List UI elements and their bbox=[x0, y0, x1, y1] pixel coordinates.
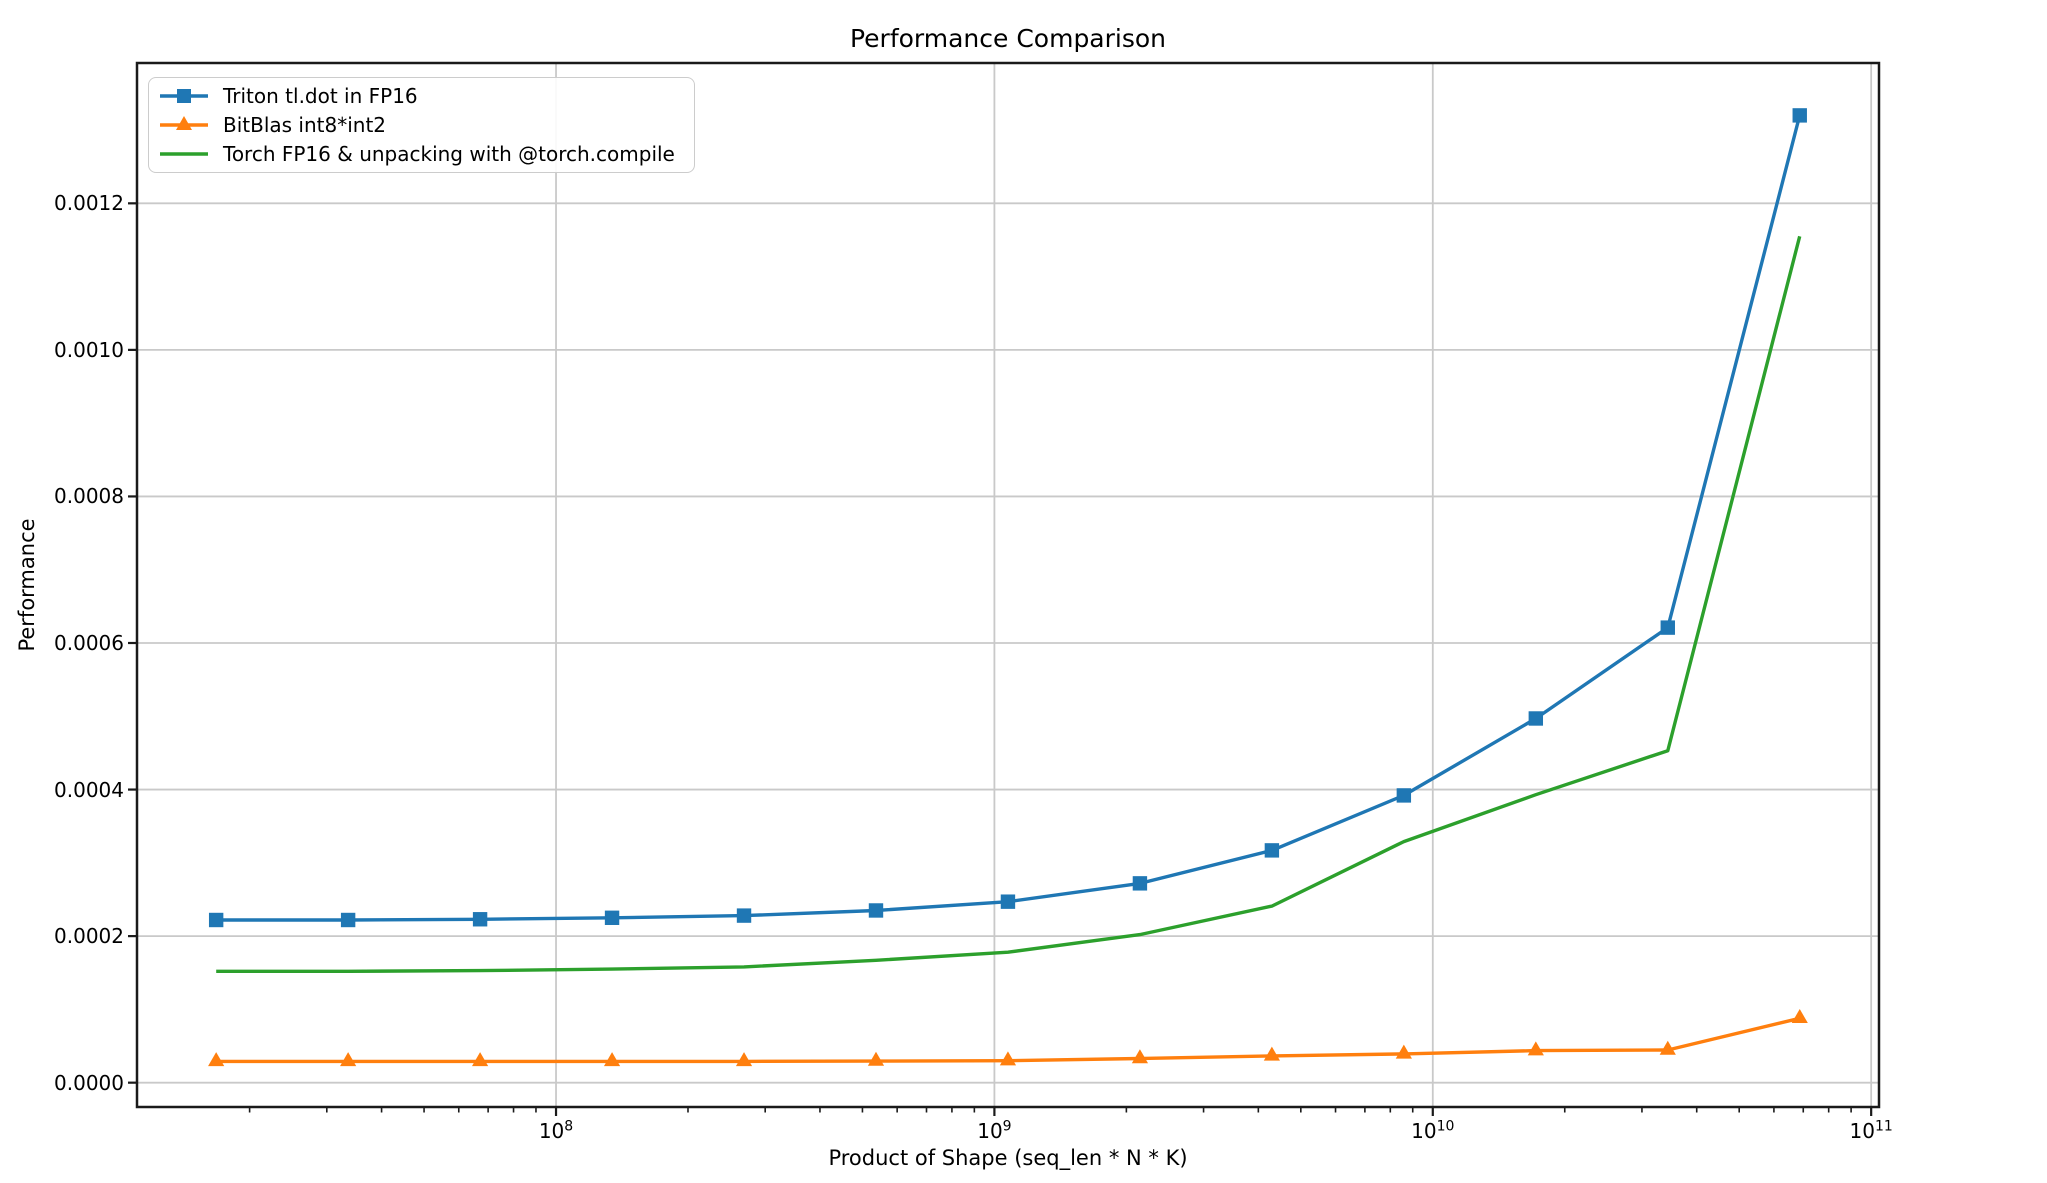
data-point-marker bbox=[604, 910, 620, 925]
x-tick-label: 109 bbox=[977, 1118, 1012, 1143]
data-point-marker bbox=[603, 1052, 621, 1067]
x-tick-label: 1010 bbox=[1411, 1118, 1455, 1143]
data-point-marker bbox=[1132, 876, 1148, 891]
y-tick-label: 0.0008 bbox=[54, 484, 124, 509]
y-tick-label: 0.0002 bbox=[54, 924, 124, 949]
series-line bbox=[216, 114, 1802, 922]
legend-label: Torch FP16 & unpacking with @torch.compi… bbox=[223, 142, 675, 167]
legend-item: Triton tl.dot in FP16 bbox=[159, 81, 684, 110]
y-tick-label: 0.0010 bbox=[54, 337, 124, 362]
legend-sample-line bbox=[160, 115, 208, 130]
x-tick-label: 108 bbox=[538, 1118, 574, 1143]
data-point-marker bbox=[1792, 108, 1807, 123]
chart-title: Performance Comparison bbox=[849, 24, 1167, 53]
data-point-marker bbox=[1264, 843, 1280, 858]
plot-border bbox=[135, 61, 1881, 1109]
legend-sample-line bbox=[160, 88, 208, 103]
y-tick-label: 0.0000 bbox=[54, 1070, 124, 1095]
data-point-marker bbox=[868, 903, 884, 918]
series-line bbox=[216, 235, 1802, 973]
data-point-marker bbox=[1660, 620, 1675, 635]
data-point-marker bbox=[1659, 1040, 1676, 1055]
data-point-marker bbox=[1528, 711, 1544, 726]
y-tick-label: 0.0004 bbox=[54, 777, 124, 802]
data-point-marker bbox=[471, 1052, 489, 1067]
legend-sample-line bbox=[160, 152, 208, 157]
data-point-marker bbox=[472, 912, 488, 927]
legend-label: BitBlas int8*int2 bbox=[223, 112, 387, 137]
data-point-marker bbox=[736, 908, 752, 923]
data-point-marker bbox=[1000, 894, 1016, 909]
data-point-marker bbox=[1527, 1041, 1544, 1056]
legend: Triton tl.dot in FP16 BitBlas int8*int2 To… bbox=[148, 77, 695, 173]
legend-item: Torch FP16 & unpacking with @torch.compi… bbox=[159, 140, 684, 169]
data-point-marker bbox=[340, 912, 356, 928]
data-point-marker bbox=[735, 1052, 753, 1067]
data-point-marker bbox=[867, 1051, 885, 1066]
data-point-marker bbox=[340, 1052, 357, 1067]
y-tick-label: 0.0006 bbox=[54, 631, 124, 655]
y-tick-label: 0.0012 bbox=[54, 191, 124, 216]
data-point-marker bbox=[1263, 1046, 1280, 1061]
data-point-marker bbox=[208, 1052, 225, 1067]
data-point-marker bbox=[1131, 1049, 1149, 1064]
data-point-marker bbox=[208, 912, 224, 928]
data-point-marker bbox=[1396, 788, 1412, 803]
x-axis-label: Product of Shape (seq_len * N * K) bbox=[828, 1146, 1188, 1170]
legend-label: Triton tl.dot in FP16 bbox=[223, 83, 418, 108]
data-point-marker bbox=[1791, 1009, 1808, 1024]
legend-item: BitBlas int8*int2 bbox=[159, 110, 684, 139]
data-point-marker bbox=[1395, 1044, 1412, 1059]
data-point-marker bbox=[999, 1051, 1017, 1066]
x-tick-label: 1011 bbox=[1849, 1118, 1893, 1143]
